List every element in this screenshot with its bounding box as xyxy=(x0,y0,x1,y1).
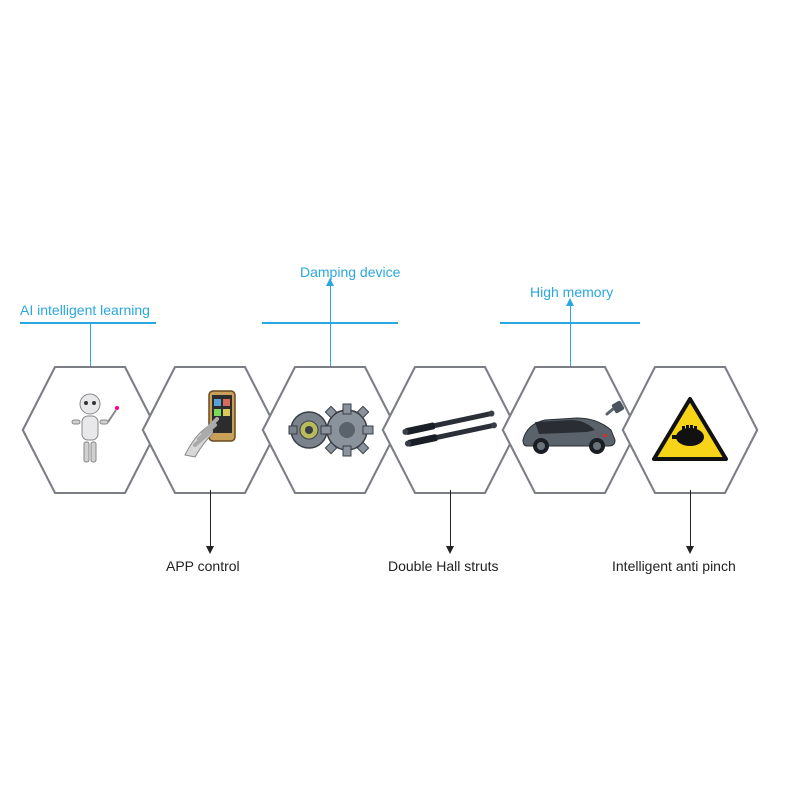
arrow-damping-up xyxy=(330,284,331,370)
label-damping: Damping device xyxy=(300,264,400,280)
label-pinch: Intelligent anti pinch xyxy=(612,558,736,574)
struts-icon xyxy=(400,400,500,460)
arrow-struts xyxy=(450,490,451,548)
cell-car xyxy=(510,370,630,490)
arrowhead-pinch xyxy=(686,546,694,554)
cell-antipinch xyxy=(630,370,750,490)
hex-app-control xyxy=(140,360,280,500)
hline-ai xyxy=(20,322,156,324)
arrowhead-struts xyxy=(446,546,454,554)
cell-ai-robot xyxy=(30,370,150,490)
robot-icon xyxy=(60,390,120,470)
hex-antipinch xyxy=(620,360,760,500)
label-struts: Double Hall struts xyxy=(388,558,499,574)
arrowhead-damping xyxy=(326,278,334,286)
label-ai: AI intelligent learning xyxy=(20,302,150,318)
cell-damping xyxy=(270,370,390,490)
hex-ai-robot xyxy=(20,360,160,500)
infographic-canvas: AI intelligent learning Damping device H… xyxy=(0,0,800,800)
coupling-icon xyxy=(285,400,375,460)
hex-struts xyxy=(380,360,520,500)
cell-app-control xyxy=(150,370,270,490)
arrow-app xyxy=(210,490,211,548)
arrowhead-memory xyxy=(566,298,574,306)
hex-car xyxy=(500,360,640,500)
arrowhead-app xyxy=(206,546,214,554)
label-app: APP control xyxy=(166,558,240,574)
cell-struts xyxy=(390,370,510,490)
car-icon xyxy=(515,400,625,460)
arrow-pinch xyxy=(690,490,691,548)
warning-triangle-icon xyxy=(650,395,730,465)
hex-damping xyxy=(260,360,400,500)
phone-hand-icon xyxy=(175,385,245,475)
